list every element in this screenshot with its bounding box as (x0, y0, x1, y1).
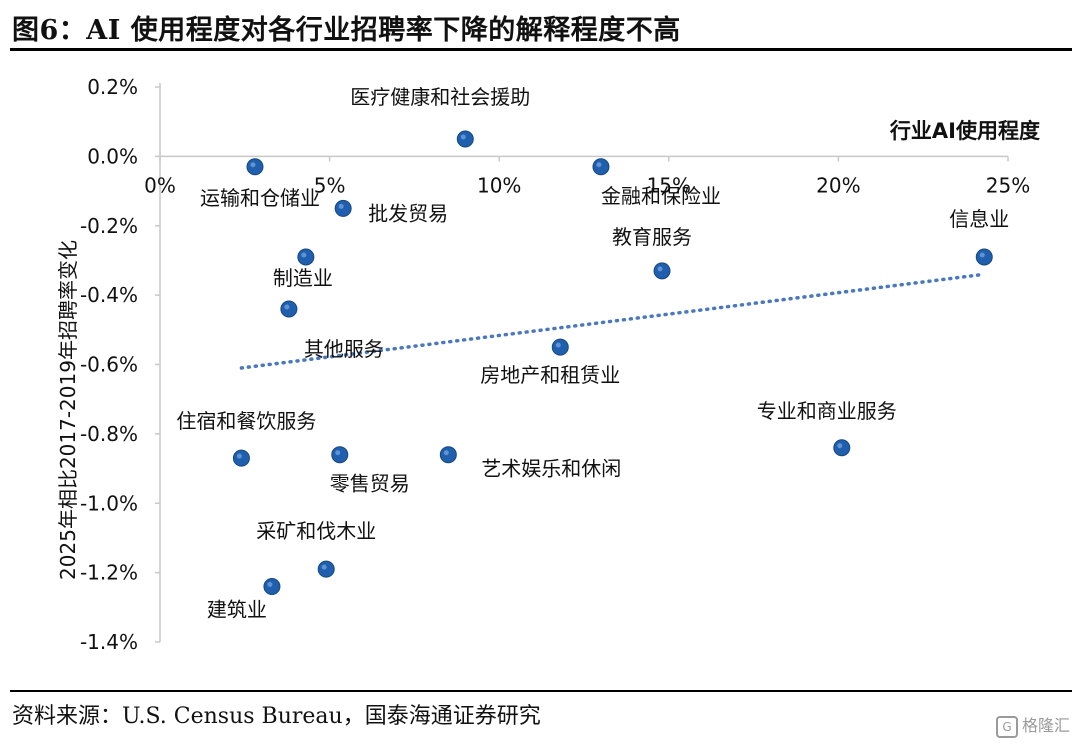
source-note: 资料来源：U.S. Census Bureau，国泰海通证券研究 (12, 704, 541, 729)
point-label: 金融和保险业 (601, 184, 721, 208)
y-axis-title-group: 2025年相比2017-2019年招聘率变化 (56, 240, 80, 580)
point-label: 住宿和餐饮服务 (176, 409, 316, 433)
point-label: 艺术娱乐和休闲 (481, 457, 621, 481)
data-point-highlight (335, 450, 341, 456)
point-label: 零售贸易 (330, 472, 410, 496)
point-label: 医疗健康和社会援助 (350, 85, 530, 109)
point-label: 其他服务 (304, 337, 384, 361)
data-point (653, 262, 671, 280)
title-divider (10, 48, 1072, 51)
watermark: G 格隆汇 (995, 712, 1070, 738)
data-point (317, 560, 335, 578)
data-point-highlight (596, 162, 602, 168)
data-point (263, 578, 281, 595)
data-point (232, 449, 250, 467)
data-point (334, 199, 352, 217)
x-tick-label: 5% (314, 173, 346, 197)
data-point (592, 158, 610, 176)
figure-title: 图6：AI 使用程度对各行业招聘率下降的解释程度不高 (12, 15, 681, 46)
data-point (280, 300, 298, 318)
data-point (331, 446, 349, 464)
x-axis-title: 行业AI使用程度 (889, 119, 1040, 143)
watermark-logo-icon: G (995, 715, 1018, 738)
point-label: 运输和仓储业 (200, 186, 320, 210)
data-point-highlight (443, 450, 449, 456)
y-tick-label: -1.2% (80, 561, 138, 585)
point-label: 批发贸易 (368, 201, 448, 225)
point-label: 建筑业 (207, 598, 267, 622)
point-label: 制造业 (273, 266, 333, 290)
data-point (551, 338, 569, 356)
y-axis-title: 2025年相比2017-2019年招聘率变化 (56, 240, 80, 580)
x-tick-label: 10% (477, 173, 521, 197)
x-tick-label: 20% (816, 173, 860, 197)
y-tick-label: 0.2% (87, 75, 138, 99)
data-point-highlight (837, 443, 843, 449)
scatter-chart: 2025年相比2017-2019年招聘率变化 0.2% 0.0% -0.2% -0.4… (56, 75, 1040, 654)
data-point-highlight (321, 564, 327, 570)
points-layer (232, 130, 993, 595)
y-tick-label: -1.0% (80, 491, 138, 515)
trendline-layer (239, 272, 987, 370)
x-tick-label: 25% (986, 173, 1030, 197)
y-tick-label: 0.0% (87, 144, 138, 168)
point-label: 教育服务 (612, 225, 692, 249)
watermark-text: 格隆汇 (1021, 716, 1070, 735)
data-point (439, 446, 457, 464)
x-tick-label: 15% (647, 173, 691, 197)
data-point-highlight (555, 342, 561, 348)
data-point (456, 130, 474, 148)
trendline (239, 272, 987, 370)
data-point (246, 158, 264, 176)
data-point (975, 248, 993, 266)
axes-layer: 0.2% 0.0% -0.2% -0.4% -0.6% -0.8% -1.0% -1.2% -1… (80, 75, 1030, 654)
data-point-highlight (460, 134, 466, 140)
data-point (833, 439, 851, 457)
source-divider (10, 690, 1072, 692)
y-tick-label: -0.4% (80, 283, 138, 307)
point-label: 房地产和租赁业 (480, 363, 620, 387)
data-point-highlight (338, 203, 344, 209)
data-point-highlight (267, 582, 273, 587)
data-point-highlight (657, 266, 663, 272)
x-tick-label: 0% (144, 173, 176, 197)
y-tick-label: -0.2% (80, 214, 138, 238)
data-point (297, 248, 315, 266)
data-point-highlight (284, 304, 290, 310)
y-tick-label: -1.4% (80, 630, 138, 654)
data-point-highlight (250, 162, 256, 168)
data-point-highlight (979, 252, 985, 258)
y-tick-label: -0.6% (80, 353, 138, 377)
y-tick-label: -0.8% (80, 422, 138, 446)
point-label: 采矿和伐木业 (256, 519, 376, 543)
point-label: 信息业 (949, 207, 1009, 231)
data-point-highlight (236, 453, 242, 459)
point-label: 专业和商业服务 (757, 399, 897, 423)
data-point-highlight (301, 252, 307, 258)
